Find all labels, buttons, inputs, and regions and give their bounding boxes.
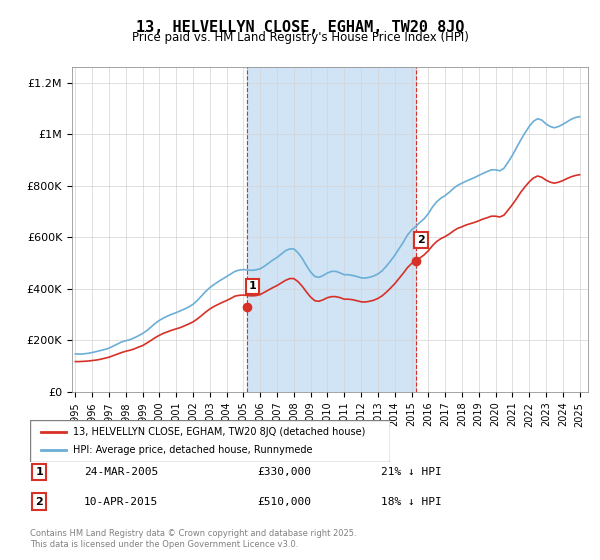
Text: HPI: Average price, detached house, Runnymede: HPI: Average price, detached house, Runn…	[73, 445, 313, 455]
Text: 2: 2	[35, 497, 43, 507]
Text: 24-MAR-2005: 24-MAR-2005	[84, 467, 158, 477]
Text: £510,000: £510,000	[257, 497, 311, 507]
Text: £330,000: £330,000	[257, 467, 311, 477]
Text: Price paid vs. HM Land Registry's House Price Index (HPI): Price paid vs. HM Land Registry's House …	[131, 31, 469, 44]
Text: 21% ↓ HPI: 21% ↓ HPI	[381, 467, 442, 477]
Bar	[247, 67, 416, 392]
Text: 1: 1	[248, 281, 256, 291]
Text: 1: 1	[35, 467, 43, 477]
Text: 18% ↓ HPI: 18% ↓ HPI	[381, 497, 442, 507]
Text: Contains HM Land Registry data © Crown copyright and database right 2025.
This d: Contains HM Land Registry data © Crown c…	[30, 529, 356, 549]
Text: 13, HELVELLYN CLOSE, EGHAM, TW20 8JQ: 13, HELVELLYN CLOSE, EGHAM, TW20 8JQ	[136, 20, 464, 35]
Text: 2: 2	[417, 235, 425, 245]
FancyBboxPatch shape	[30, 420, 390, 462]
Text: 13, HELVELLYN CLOSE, EGHAM, TW20 8JQ (detached house): 13, HELVELLYN CLOSE, EGHAM, TW20 8JQ (de…	[73, 427, 365, 437]
Text: 10-APR-2015: 10-APR-2015	[84, 497, 158, 507]
